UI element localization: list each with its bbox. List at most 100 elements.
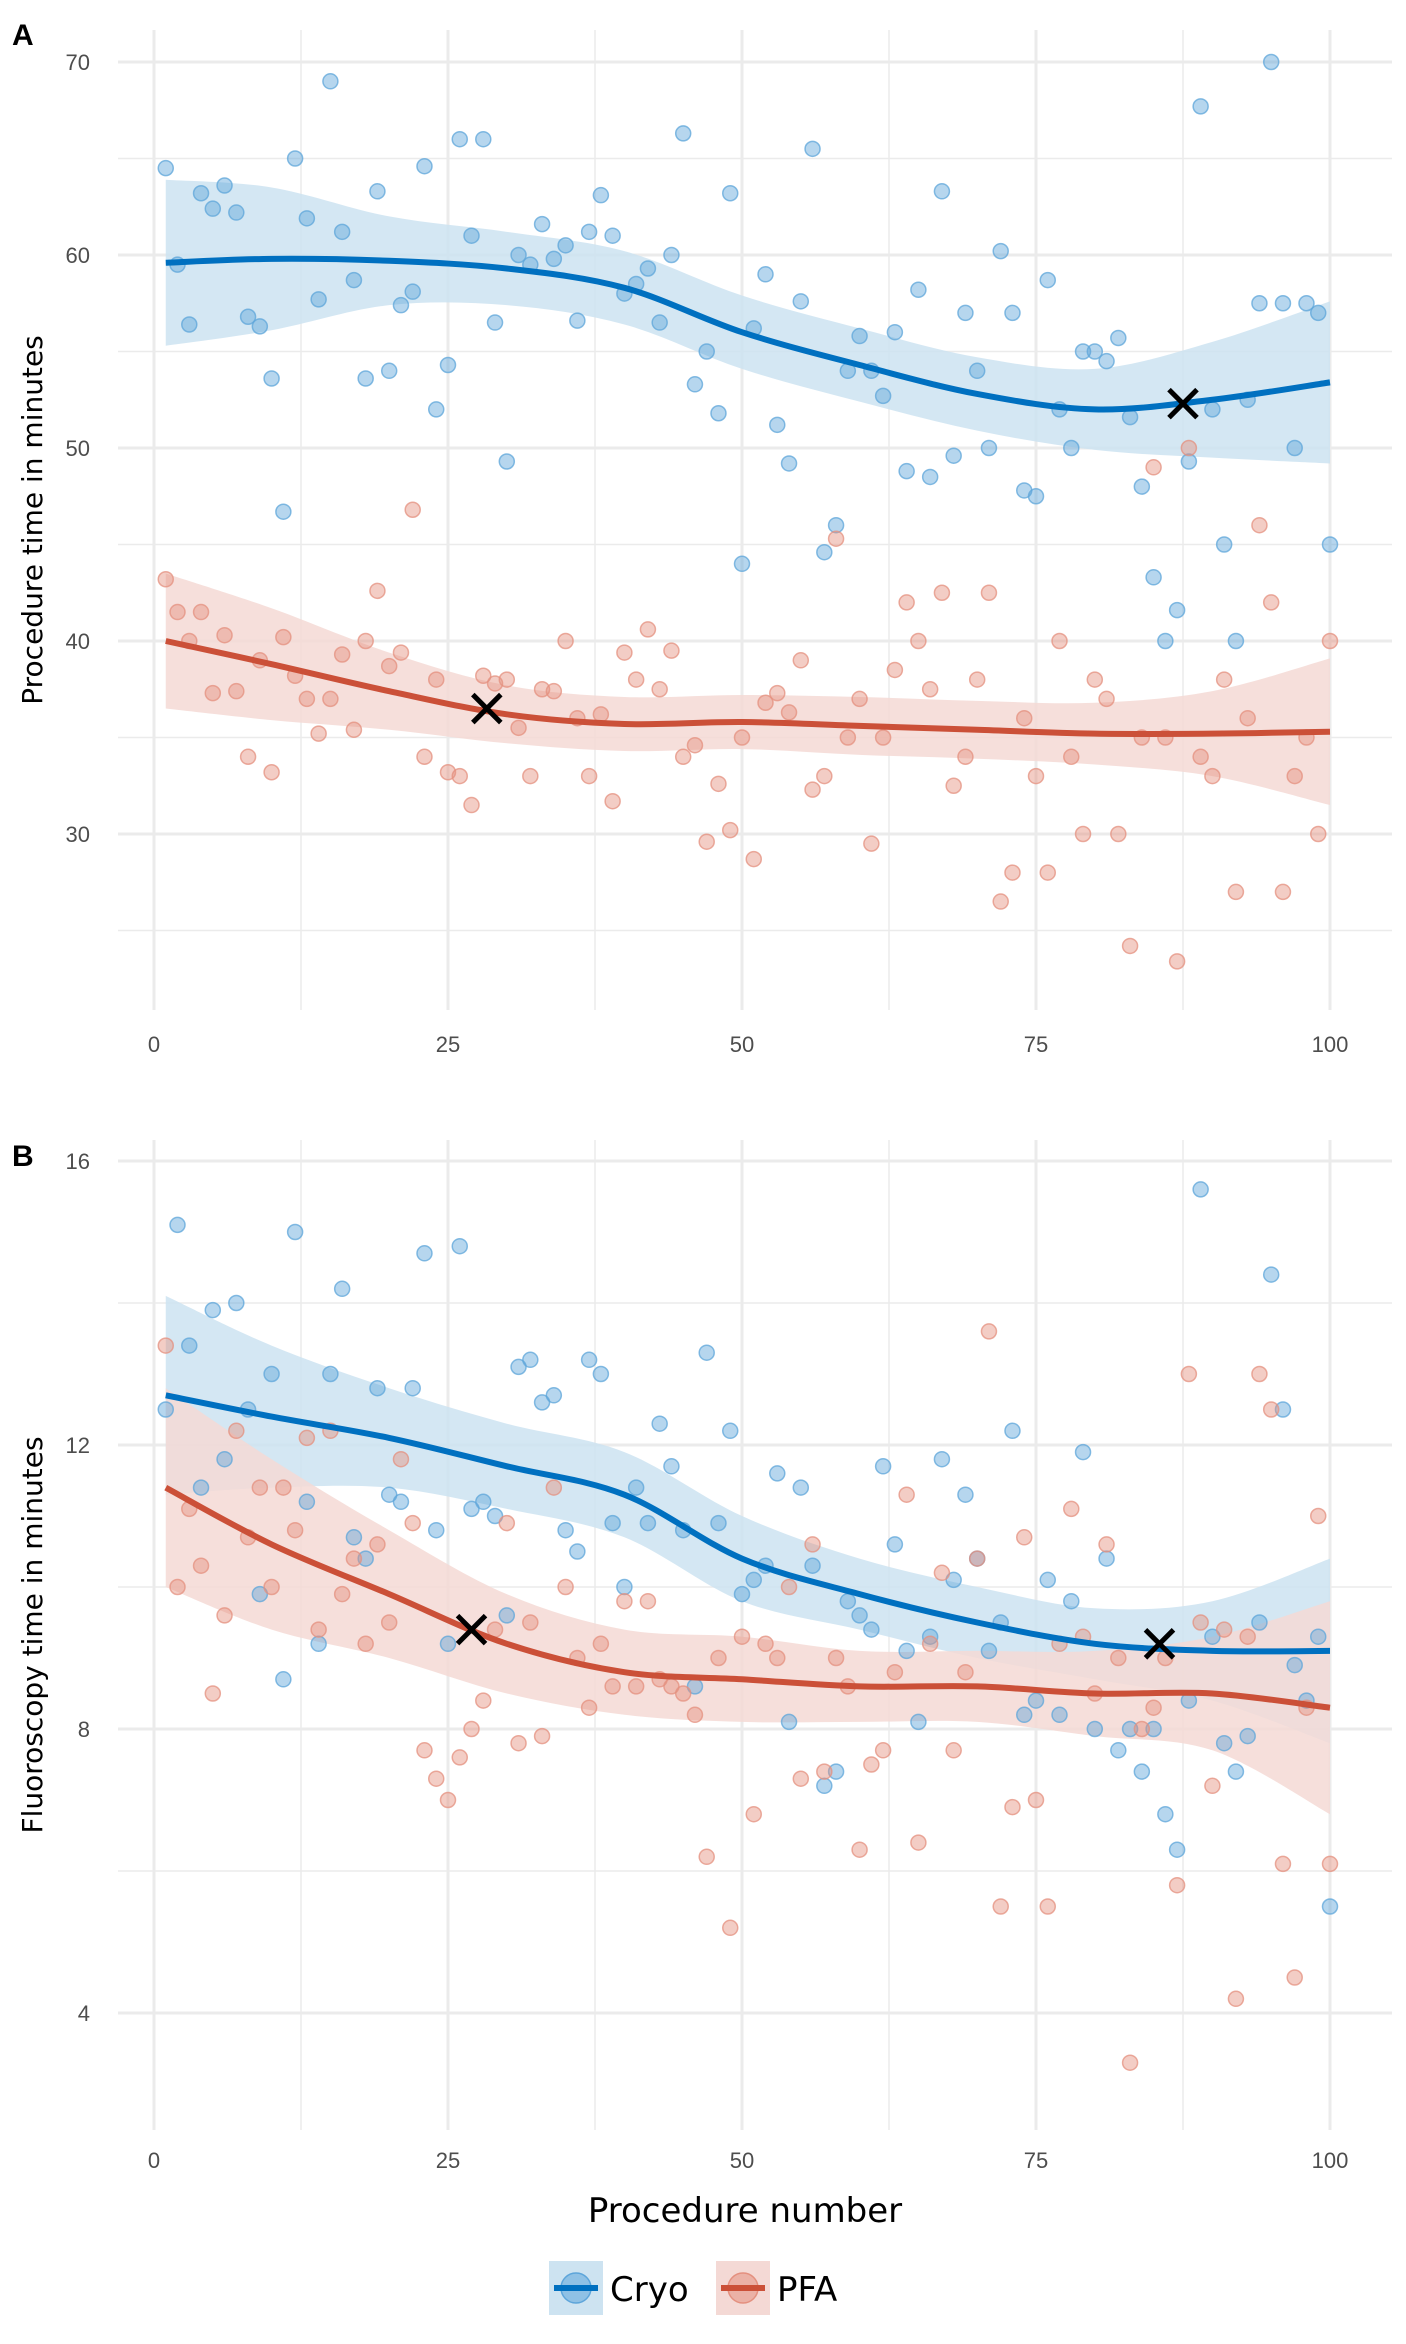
cryo-data-point xyxy=(769,1465,786,1482)
cryo-data-point xyxy=(792,293,810,310)
pfa-data-point xyxy=(674,748,692,766)
x-marker-stroke xyxy=(471,692,503,725)
pfa-data-point xyxy=(333,1585,351,1603)
pfa-data-point xyxy=(710,775,727,793)
y-tick-label: 8 xyxy=(78,1717,90,1742)
cryo-data-point xyxy=(451,130,469,148)
cryo-data-point xyxy=(1157,632,1174,650)
cryo-data-point xyxy=(310,291,327,308)
pfa-data-point xyxy=(216,1607,233,1624)
cryo-data-point xyxy=(181,316,198,333)
cryo-data-point xyxy=(1321,536,1339,553)
cryo-data-point xyxy=(604,227,621,244)
cryo-data-point xyxy=(286,1223,304,1241)
pfa-data-point xyxy=(1274,883,1292,901)
cryo-data-point xyxy=(1286,439,1303,457)
pfa-data-point xyxy=(851,1841,868,1858)
cryo-data-point xyxy=(1168,601,1186,619)
y-tick-label: 12 xyxy=(66,1433,90,1458)
cryo-data-point xyxy=(1110,1742,1127,1759)
cryo-data-point xyxy=(874,387,892,405)
pfa-data-point xyxy=(498,1514,516,1532)
cryo-data-point xyxy=(251,318,269,335)
cryo-data-point xyxy=(1192,1181,1209,1198)
cryo-data-point xyxy=(157,159,175,177)
cryo-data-point xyxy=(263,370,280,387)
cryo-data-point xyxy=(357,1550,374,1567)
cryo-data-point xyxy=(1051,1706,1068,1724)
pfa-data-point xyxy=(792,1770,810,1787)
pfa-data-point xyxy=(1121,2054,1139,2071)
pfa-data-point xyxy=(816,1763,833,1780)
x-tick-label: 75 xyxy=(1024,2148,1048,2173)
legend-label: PFA xyxy=(777,2270,837,2310)
y-tick-label: 50 xyxy=(66,436,90,461)
cryo-data-point xyxy=(804,140,821,158)
pfa-data-point xyxy=(451,767,469,785)
pfa-data-point xyxy=(733,1628,751,1645)
cryo-data-point xyxy=(345,1529,363,1546)
cryo-data-point xyxy=(545,250,563,268)
pfa-data-point xyxy=(1204,1777,1221,1795)
cryo-data-point xyxy=(427,1521,445,1539)
cryo-data-point xyxy=(463,1500,480,1518)
pfa-data-point xyxy=(698,1848,715,1866)
cryo-data-point xyxy=(992,242,1009,260)
cryo-data-point xyxy=(721,184,739,202)
pfa-data-point xyxy=(780,704,798,721)
pfa-data-point xyxy=(439,1791,457,1809)
pfa-data-point xyxy=(910,1834,927,1851)
pfa-data-point xyxy=(686,736,704,754)
cryo-data-point xyxy=(569,1543,586,1560)
pfa-data-point xyxy=(522,767,539,785)
pfa-data-point xyxy=(886,1663,904,1681)
cryo-data-point xyxy=(1063,439,1080,457)
x-axis-title: Procedure number xyxy=(588,2191,902,2231)
pfa-data-point xyxy=(933,1564,951,1582)
cryo-data-point xyxy=(1157,1805,1174,1823)
cryo-data-point xyxy=(663,1458,680,1475)
pfa-data-point xyxy=(1063,1500,1080,1518)
pfa-data-point xyxy=(1321,1855,1339,1873)
cryo-data-point xyxy=(968,362,986,380)
cryo-data-point xyxy=(1227,1763,1245,1780)
pfa-data-point xyxy=(674,1685,692,1702)
pfa-points xyxy=(157,439,1339,970)
pfa-data-point xyxy=(392,1450,410,1468)
pfa-data-point xyxy=(886,661,904,679)
pfa-data-point xyxy=(592,1635,610,1653)
pfa-data-point xyxy=(275,1479,292,1496)
pfa-data-point xyxy=(1098,690,1115,708)
legend-item-pfa: PFA xyxy=(716,2261,837,2315)
pfa-data-point xyxy=(827,530,845,547)
y-tick-label: 60 xyxy=(66,243,90,268)
pfa-data-point xyxy=(980,584,998,601)
pfa-data-point xyxy=(310,725,327,742)
pfa-data-point xyxy=(228,1422,245,1440)
cryo-data-point xyxy=(557,237,574,254)
cryo-data-point xyxy=(275,503,292,520)
cryo-data-point xyxy=(1251,1614,1268,1631)
cryo-data-point xyxy=(769,416,786,434)
cryo-data-point xyxy=(475,130,492,148)
pfa-data-point xyxy=(1168,1876,1186,1894)
pfa-data-point xyxy=(369,582,386,600)
pfa-data-point xyxy=(157,570,175,588)
cryo-data-point xyxy=(204,200,222,217)
pfa-data-point xyxy=(627,671,645,688)
cryo-data-point xyxy=(874,1458,892,1475)
cryo-data-point xyxy=(980,439,998,457)
pfa-data-point xyxy=(1227,1990,1245,2008)
pfa-data-point xyxy=(698,833,715,850)
cryo-data-point xyxy=(980,1642,998,1660)
cryo-data-point xyxy=(580,1351,598,1369)
pfa-data-point xyxy=(792,652,810,669)
cryo-smooth-line xyxy=(165,1392,1331,1655)
cryo-data-point xyxy=(510,1358,527,1376)
pfa-data-point xyxy=(1215,1621,1233,1638)
cryo-data-point xyxy=(886,323,904,341)
cryo-data-point xyxy=(392,296,410,314)
pfa-data-point xyxy=(1063,748,1080,766)
cryo-data-point xyxy=(380,1486,398,1503)
cryo-data-point xyxy=(1251,295,1268,312)
